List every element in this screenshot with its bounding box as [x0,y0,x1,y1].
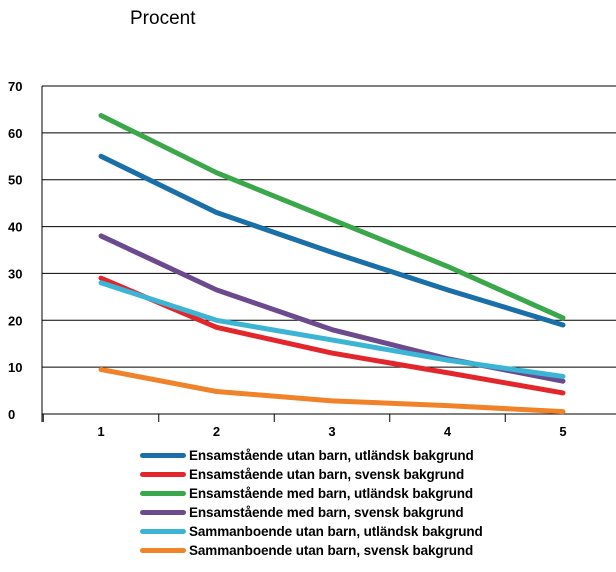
legend-item: Ensamstående med barn, svensk bakgrund [140,503,483,522]
series-line-1 [98,153,566,328]
x-tick-label: 3 [328,424,335,439]
legend-swatch [140,529,186,534]
legend-item: Ensamstående utan barn, utländsk bakgrun… [140,446,483,465]
series-line-5 [98,280,566,380]
legend-swatch [140,548,186,553]
y-tick-label: 20 [8,313,22,328]
y-tick-label: 0 [8,407,15,422]
legend-label: Sammanboende utan barn, utländsk bakgrun… [189,524,483,539]
legend-item: Sammanboende utan barn, utländsk bakgrun… [140,522,483,541]
legend-swatch [140,510,186,515]
legend-item: Ensamstående utan barn, svensk bakgrund [140,465,483,484]
y-axis-label: Procent [130,8,196,29]
legend-label: Ensamstående utan barn, svensk bakgrund [189,467,465,482]
y-tick-label: 30 [8,266,22,281]
y-tick-label: 10 [8,360,22,375]
x-tick-label: 5 [559,424,566,439]
x-tick-label: 2 [213,424,220,439]
y-tick-label: 40 [8,220,22,235]
legend-label: Ensamstående utan barn, utländsk bakgrun… [189,448,474,463]
legend-swatch [140,472,186,477]
x-tick-label: 4 [444,424,452,439]
chart-legend: Ensamstående utan barn, utländsk bakgrun… [140,446,483,560]
legend-label: Sammanboende utan barn, svensk bakgrund [189,543,474,558]
legend-label: Ensamstående med barn, utländsk bakgrund [189,486,474,501]
y-tick-label: 60 [8,126,22,141]
legend-swatch [140,453,186,458]
x-tick-label: 1 [97,424,104,439]
y-tick-label: 50 [8,173,22,188]
legend-label: Ensamstående med barn, svensk bakgrund [189,505,464,520]
legend-swatch [140,491,186,496]
series-line-2 [98,275,566,396]
legend-item: Sammanboende utan barn, svensk bakgrund [140,541,483,560]
series-line-3 [98,113,566,321]
line-chart: 0 10 20 30 40 50 60 70 1 2 3 4 5 [8,79,616,439]
series-line-6 [98,366,566,415]
legend-item: Ensamstående med barn, utländsk bakgrund [140,484,483,503]
y-tick-label: 70 [8,79,22,94]
